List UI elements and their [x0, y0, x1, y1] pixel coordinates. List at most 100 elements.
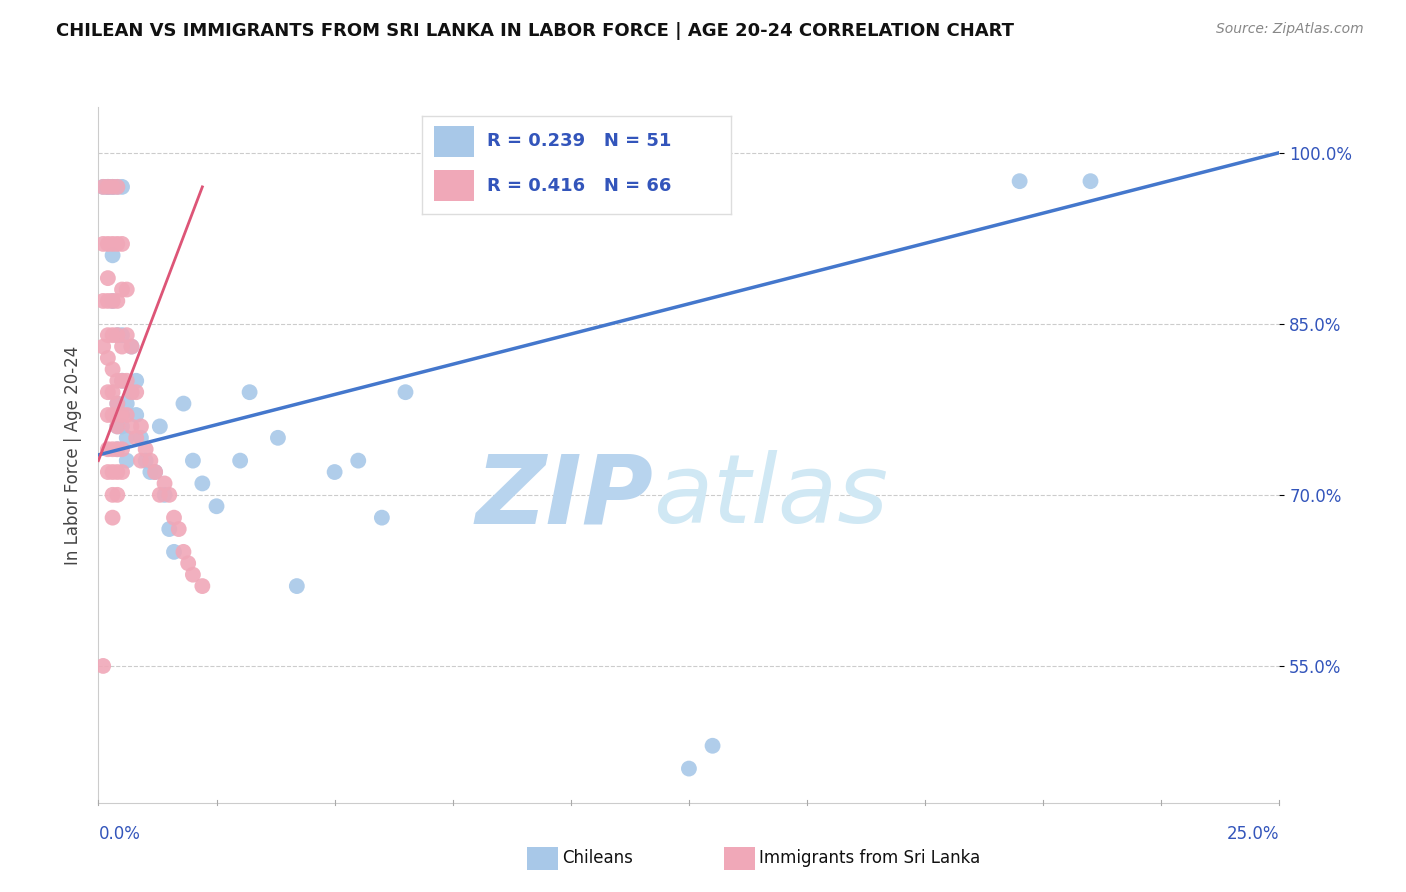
Point — [101, 293, 124, 308]
Point — [97, 465, 120, 479]
Point — [149, 488, 172, 502]
Point — [153, 476, 176, 491]
Point — [678, 762, 700, 776]
Point — [172, 545, 194, 559]
Point — [115, 396, 138, 410]
Text: Immigrants from Sri Lanka: Immigrants from Sri Lanka — [759, 849, 980, 867]
Point — [205, 500, 228, 514]
Point — [167, 522, 190, 536]
Point — [105, 442, 128, 457]
Point — [101, 510, 124, 524]
Point — [115, 453, 138, 467]
Text: R = 0.239   N = 51: R = 0.239 N = 51 — [486, 133, 671, 151]
Point — [111, 236, 134, 251]
Point — [101, 248, 124, 262]
Point — [101, 488, 124, 502]
Point — [153, 488, 176, 502]
Point — [191, 476, 214, 491]
Point — [105, 465, 128, 479]
Point — [101, 180, 124, 194]
Point — [91, 180, 114, 194]
Point — [121, 385, 143, 400]
Point — [115, 408, 138, 422]
Point — [702, 739, 724, 753]
Text: 0.0%: 0.0% — [98, 825, 141, 843]
Point — [97, 271, 120, 285]
Point — [111, 180, 134, 194]
Point — [101, 328, 124, 343]
Point — [105, 442, 128, 457]
Point — [125, 385, 148, 400]
Point — [97, 328, 120, 343]
Point — [172, 396, 194, 410]
Point — [181, 567, 204, 582]
Bar — [434, 170, 474, 202]
Point — [105, 180, 128, 194]
Point — [239, 385, 262, 400]
Point — [536, 174, 558, 188]
Point — [135, 453, 157, 467]
Point — [121, 419, 143, 434]
Point — [91, 180, 114, 194]
Text: R = 0.416   N = 66: R = 0.416 N = 66 — [486, 177, 671, 194]
Point — [125, 431, 148, 445]
Point — [105, 236, 128, 251]
Point — [97, 180, 120, 194]
Point — [115, 283, 138, 297]
Point — [157, 522, 180, 536]
Point — [121, 385, 143, 400]
Point — [91, 293, 114, 308]
Point — [97, 180, 120, 194]
Point — [91, 340, 114, 354]
Point — [323, 465, 346, 479]
Point — [97, 180, 120, 194]
Point — [149, 419, 172, 434]
Point — [97, 351, 120, 365]
Point — [91, 236, 114, 251]
Point — [1080, 174, 1102, 188]
Point — [111, 442, 134, 457]
Point — [583, 174, 606, 188]
Point — [267, 431, 290, 445]
Point — [111, 465, 134, 479]
Point — [129, 419, 152, 434]
Point — [101, 293, 124, 308]
Point — [181, 453, 204, 467]
Point — [115, 431, 138, 445]
Point — [105, 293, 128, 308]
Point — [105, 488, 128, 502]
Point — [111, 340, 134, 354]
Point — [630, 174, 652, 188]
Point — [101, 236, 124, 251]
Point — [101, 180, 124, 194]
Point — [101, 362, 124, 376]
Text: Chileans: Chileans — [562, 849, 633, 867]
Point — [125, 374, 148, 388]
Point — [105, 328, 128, 343]
Point — [105, 396, 128, 410]
Point — [97, 293, 120, 308]
Bar — [434, 126, 474, 157]
Point — [394, 385, 416, 400]
Point — [101, 180, 124, 194]
Point — [111, 408, 134, 422]
Point — [157, 488, 180, 502]
Point — [139, 465, 162, 479]
Point — [177, 556, 200, 570]
Point — [111, 283, 134, 297]
Point — [125, 408, 148, 422]
Point — [105, 396, 128, 410]
Point — [111, 328, 134, 343]
Point — [101, 465, 124, 479]
Point — [191, 579, 214, 593]
Point — [101, 408, 124, 422]
Point — [105, 180, 128, 194]
Point — [347, 453, 370, 467]
Point — [143, 465, 166, 479]
Point — [121, 340, 143, 354]
Point — [285, 579, 308, 593]
Point — [111, 374, 134, 388]
Point — [229, 453, 252, 467]
Text: CHILEAN VS IMMIGRANTS FROM SRI LANKA IN LABOR FORCE | AGE 20-24 CORRELATION CHAR: CHILEAN VS IMMIGRANTS FROM SRI LANKA IN … — [56, 22, 1014, 40]
Point — [163, 510, 186, 524]
